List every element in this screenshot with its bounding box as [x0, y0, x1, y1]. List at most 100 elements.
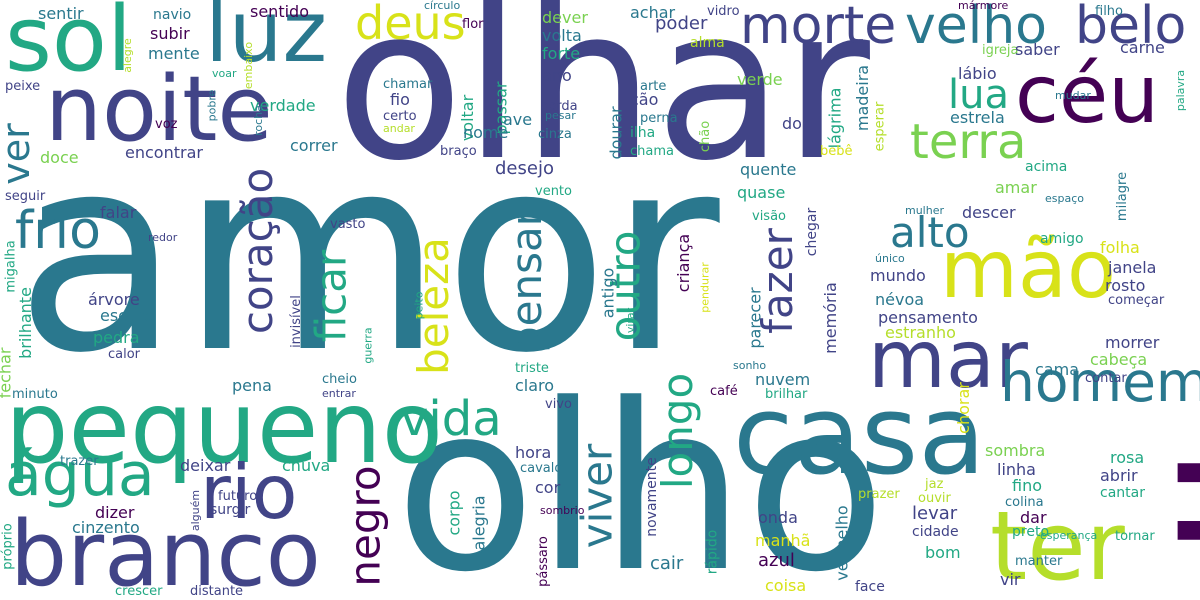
word-azul: azul: [758, 550, 795, 571]
word-homem: homem: [1000, 350, 1200, 414]
word-migalha: migalha: [3, 240, 19, 293]
word-cidade: cidade: [912, 524, 959, 540]
word-deixar: deixar: [180, 456, 231, 475]
word-saber: saber: [1015, 40, 1060, 59]
word-achar: achar: [630, 3, 676, 22]
word-verde: verde: [737, 70, 783, 89]
word-fio: fio: [390, 90, 410, 109]
word-ilha: ilha: [630, 125, 656, 141]
word-milagre: milagre: [1115, 171, 1131, 222]
word-alto: alto: [890, 208, 970, 257]
word-correr: correr: [290, 136, 338, 155]
word-arte: arte: [640, 79, 667, 94]
word-proprio: próprio: [0, 523, 16, 570]
word-borda: borda: [540, 99, 578, 114]
word-pensamento: pensamento: [878, 308, 978, 327]
word-trazer: trazer: [60, 454, 99, 469]
word-vivo: vivo: [545, 397, 572, 412]
word-terra: terra: [910, 114, 1027, 170]
word-mudar: mudar: [1055, 89, 1091, 102]
word-voar: voar: [212, 67, 237, 80]
word-descer: descer: [962, 203, 1016, 222]
word-coracao: coração: [233, 167, 283, 335]
word-peixe: peixe: [5, 79, 41, 94]
word-unico: único: [875, 252, 905, 265]
word-palavra: palavra: [1174, 69, 1188, 112]
word-velho: velho: [905, 0, 1047, 56]
word-cao: cão: [630, 90, 659, 109]
word-seguir: seguir: [5, 189, 46, 204]
word-cama: cama: [1035, 360, 1079, 379]
word-forte: forte: [542, 44, 581, 63]
word-pensar: pensar: [502, 208, 552, 354]
word-comecar: começar: [1108, 293, 1165, 308]
word-andar: andar: [383, 122, 415, 135]
word-vasto: vasto: [330, 217, 366, 232]
word-preto: preto: [1012, 524, 1050, 540]
word-cantar: cantar: [1100, 485, 1145, 501]
word-quente: quente: [740, 160, 797, 179]
word-vermelho: vermelho: [832, 505, 852, 581]
word-levar: levar: [912, 503, 958, 524]
word-nuvem: nuvem: [755, 370, 811, 389]
word-virar: virar: [624, 307, 638, 334]
word-pobre: pobre: [205, 89, 219, 122]
word-olho: olho: [395, 356, 887, 600]
word-cor: cor: [535, 478, 561, 497]
word-onda: onda: [758, 508, 798, 527]
word-frio: frio: [15, 201, 101, 261]
word-alguem: alguém: [189, 489, 203, 532]
word-corpo: corpo: [444, 490, 464, 536]
word-hora: hora: [515, 443, 552, 462]
word-deus: deus: [355, 0, 466, 50]
word-jaz: jaz: [925, 477, 944, 492]
word-cair: cair: [650, 553, 684, 574]
word-dever: dever: [542, 8, 588, 27]
word-casa: casa: [733, 371, 986, 499]
word-poder: poder: [655, 13, 708, 34]
word-subir: subir: [150, 24, 190, 43]
word-distante: distante: [190, 584, 244, 599]
word-mulher: mulher: [905, 204, 945, 217]
word-ficar: ficar: [306, 249, 356, 343]
word-ano: ano: [542, 66, 572, 85]
word-face: face: [855, 579, 885, 595]
word-lua: lua: [948, 72, 1009, 118]
word-invisivel: invisível: [288, 295, 304, 348]
word-folha: folha: [1100, 238, 1140, 257]
word-olhar: olhar: [335, 0, 870, 207]
word-brilhar: brilhar: [765, 387, 808, 402]
word-luz: luz: [205, 0, 328, 82]
word-antigo: antigo: [598, 267, 618, 319]
word-alegria: alegria: [469, 495, 489, 551]
word-desejo: desejo: [495, 158, 554, 179]
word-viver: viver: [572, 443, 622, 549]
word-chorar: chorar: [953, 382, 973, 434]
word-sentido: sentido: [250, 2, 309, 21]
word-verdade: verdade: [250, 96, 316, 115]
word-vento: vento: [535, 184, 572, 199]
word-alma: alma: [690, 35, 725, 51]
word-futuro: futuro: [218, 489, 258, 504]
word-labio: lábio: [958, 64, 997, 83]
word-mao: mão: [940, 223, 1116, 316]
word-encontrar: encontrar: [125, 143, 203, 162]
word-marmore: mármore: [958, 0, 1009, 12]
word-madeira: madeira: [853, 64, 873, 132]
word-cavalo: cavalo: [520, 461, 563, 476]
word-morrer: morrer: [1105, 333, 1160, 352]
word-linha: linha: [997, 460, 1036, 479]
word-pequeno: pequeno: [5, 369, 443, 486]
word-chao: chão: [698, 120, 714, 153]
word-espaco: espaço: [1045, 192, 1084, 205]
word-escuro: escuro: [100, 306, 154, 325]
word-sombra: sombra: [985, 441, 1046, 460]
word-cinza: cinza: [538, 127, 572, 142]
word-vida: vida: [400, 391, 502, 447]
word-dourar: dourar: [606, 106, 626, 160]
word-peito: peito: [412, 291, 426, 320]
word-amar: amar: [995, 178, 1037, 197]
word-janela: janela: [1108, 258, 1157, 277]
word-igreja: igreja: [982, 43, 1019, 58]
